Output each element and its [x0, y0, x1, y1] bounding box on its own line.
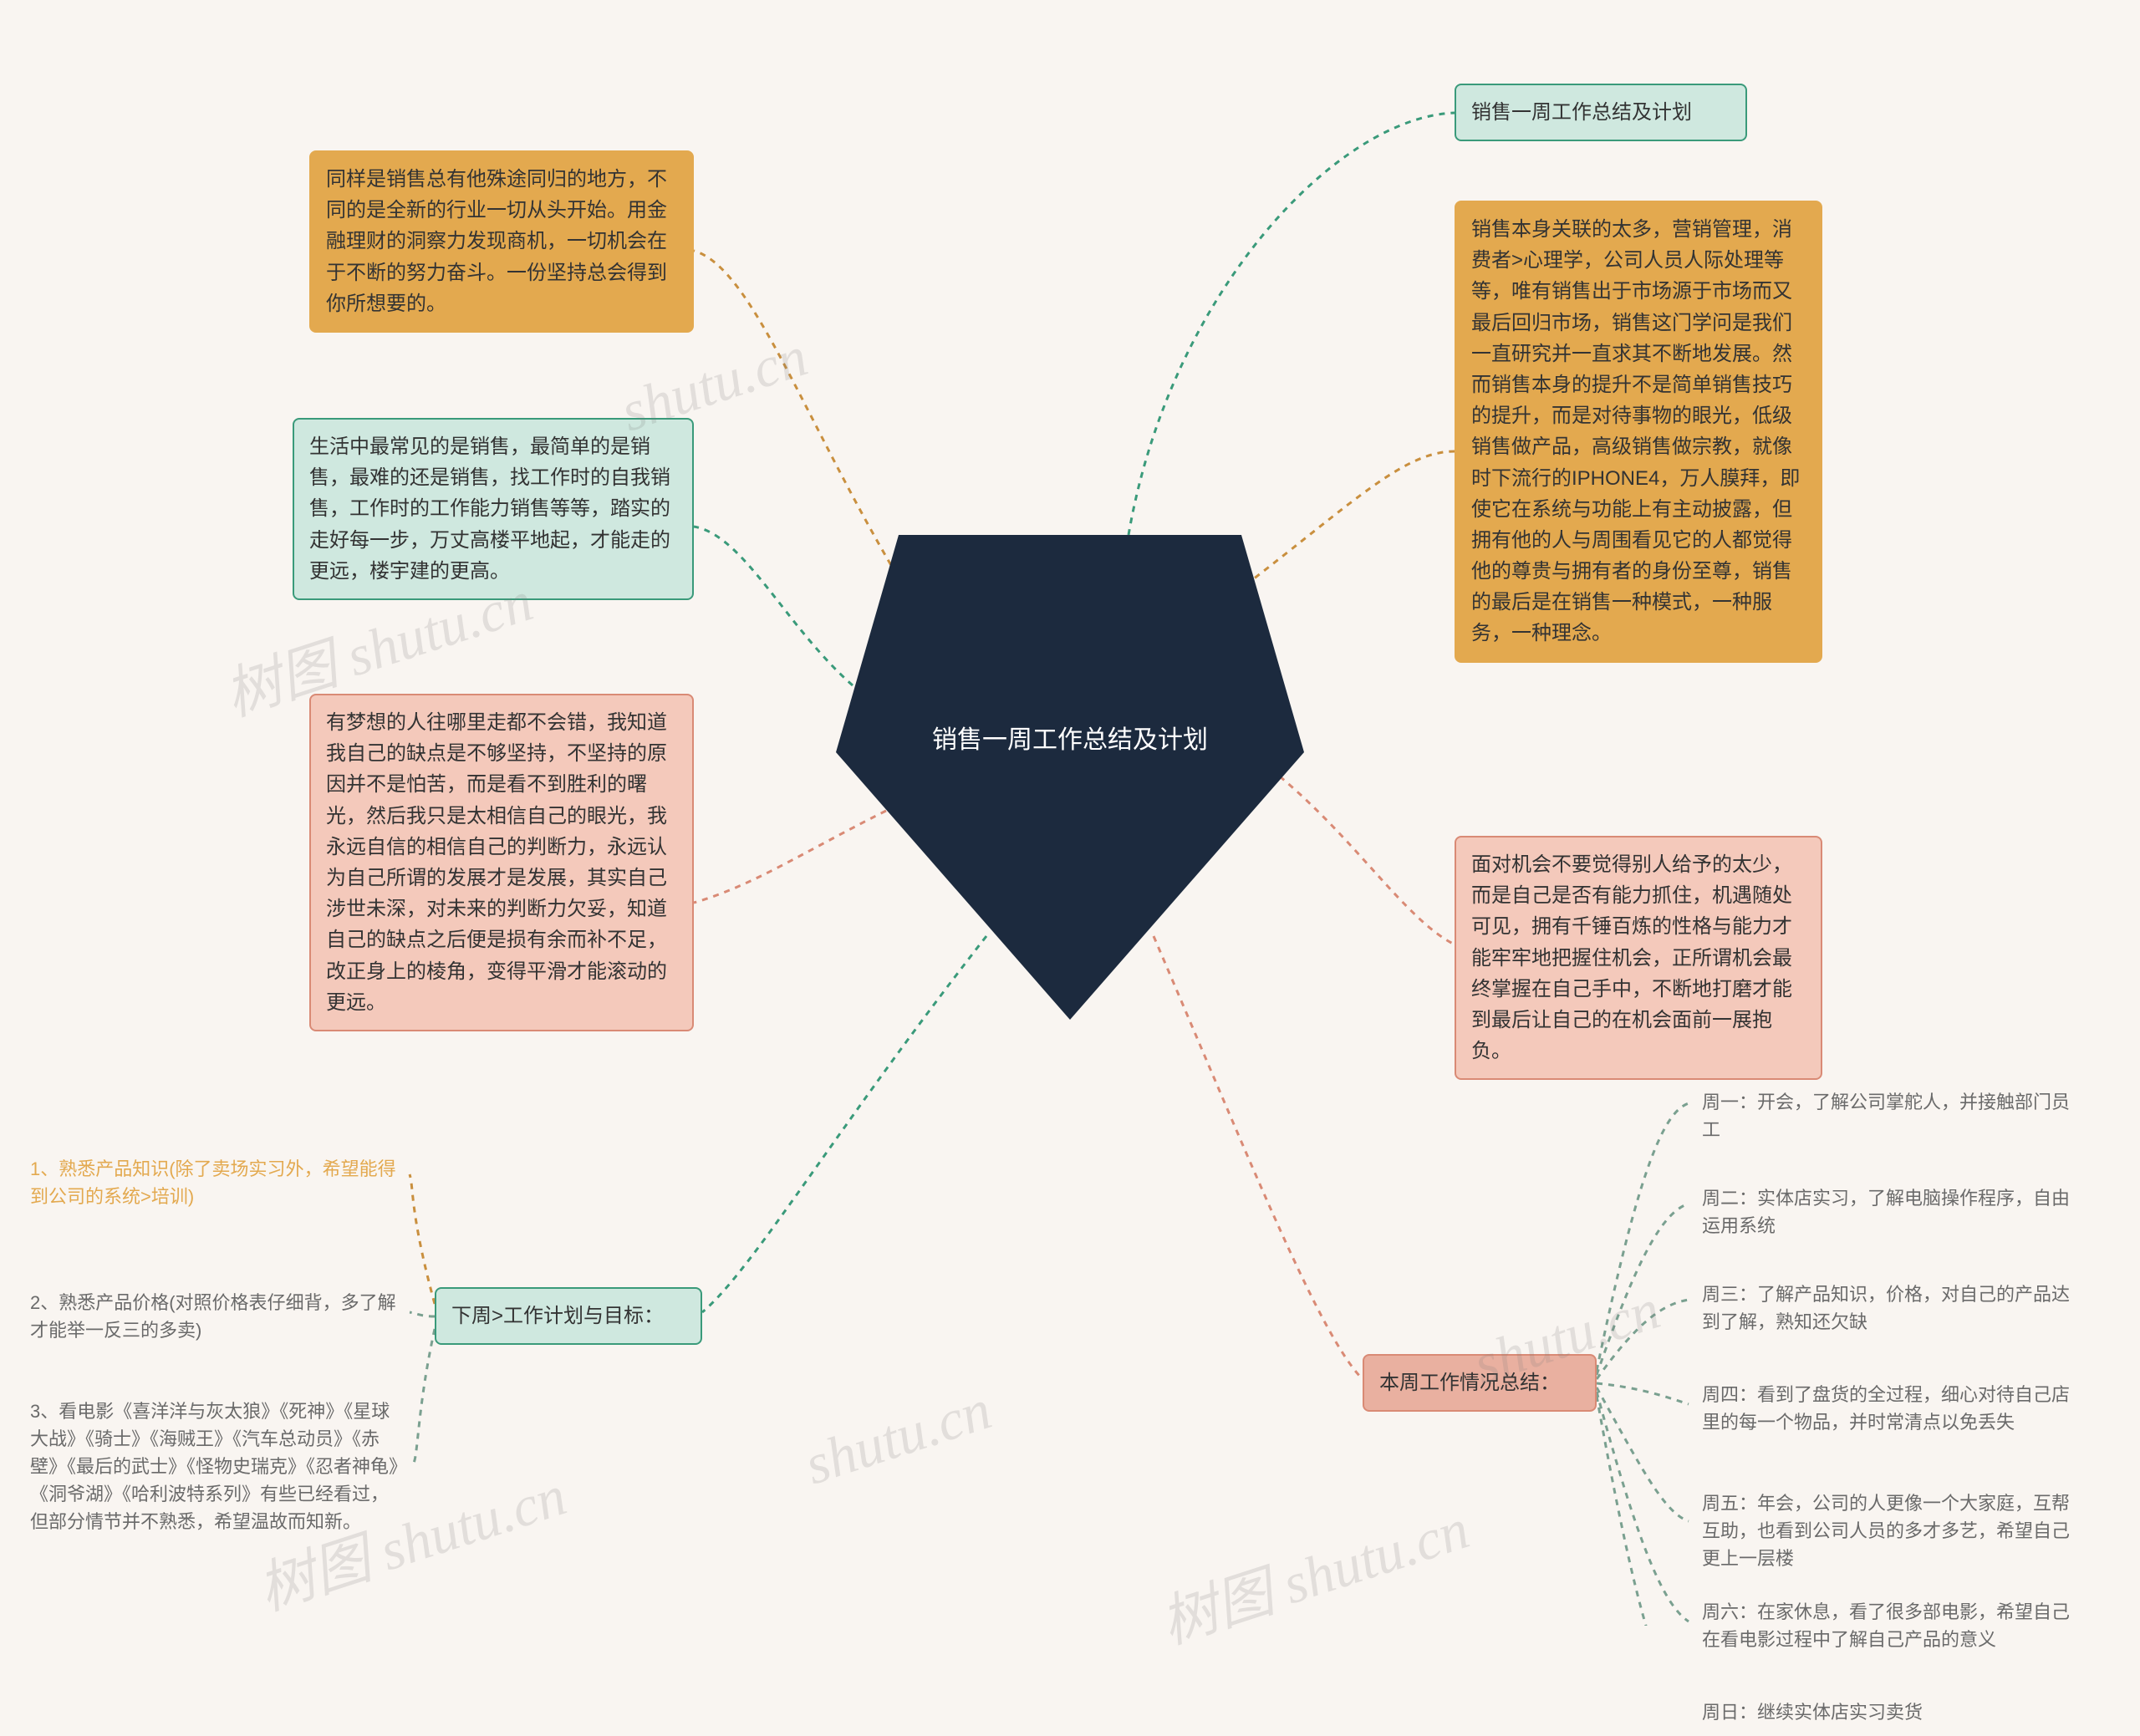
watermark-4: 树图 shutu.cn — [1149, 1482, 1477, 1659]
node-d7: 周日：继续实体店实习卖货 — [1689, 1688, 2090, 1736]
watermark-3: shutu.cn — [797, 1377, 999, 1499]
node-thisweek_hub: 本周工作情况总结： — [1363, 1354, 1597, 1412]
node-left_orange: 同样是销售总有他殊途同归的地方，不同的是全新的行业一切从头开始。用金融理财的洞察… — [309, 150, 694, 333]
node-nextweek_1: 1、熟悉产品知识(除了卖场实习外，希望能得到公司的系统>培训) — [17, 1145, 410, 1220]
node-top_right_title: 销售一周工作总结及计划 — [1455, 84, 1747, 141]
node-left_salmon: 有梦想的人往哪里走都不会错，我知道我自己的缺点是不够坚持，不坚持的原因并不是怕苦… — [309, 694, 694, 1031]
node-d4: 周四：看到了盘货的全过程，细心对待自己店里的每一个物品，并时常清点以免丢失 — [1689, 1371, 2090, 1446]
node-d2: 周二：实体店实习，了解电脑操作程序，自由运用系统 — [1689, 1174, 2090, 1250]
mindmap-canvas: 销售一周工作总结及计划 销售一周工作总结及计划销售本身关联的太多，营销管理，消费… — [0, 0, 2140, 1626]
node-right_big: 销售本身关联的太多，营销管理，消费者>心理学，公司人员人际处理等等，唯有销售出于… — [1455, 201, 1822, 663]
node-left_teal: 生活中最常见的是销售，最简单的是销售，最难的还是销售，找工作时的自我销售，工作时… — [293, 418, 694, 600]
node-nextweek_hub: 下周>工作计划与目标： — [435, 1287, 702, 1345]
node-right_salmon: 面对机会不要觉得别人给予的太少，而是自己是否有能力抓住，机遇随处可见，拥有千锤百… — [1455, 836, 1822, 1080]
node-d5: 周五：年会，公司的人更像一个大家庭，互帮互助，也看到公司人员的多才多艺，希望自己… — [1689, 1479, 2090, 1582]
node-nextweek_2: 2、熟悉产品价格(对照价格表仔细背，多了解才能举一反三的多卖) — [17, 1279, 410, 1354]
center-diamond — [836, 535, 1304, 1020]
node-d6: 周六：在家休息，看了很多部电影，希望自己在看电影过程中了解自己产品的意义 — [1689, 1588, 2090, 1663]
center-title: 销售一周工作总结及计划 — [861, 719, 1279, 756]
node-d1: 周一：开会，了解公司掌舵人，并接触部门员工 — [1689, 1078, 2090, 1153]
node-nextweek_3: 3、看电影《喜洋洋与灰太狼》《死神》《星球大战》《骑士》《海贼王》《汽车总动员》… — [17, 1387, 418, 1545]
node-d3: 周三：了解产品知识，价格，对自己的产品达到了解，熟知还欠缺 — [1689, 1270, 2090, 1346]
